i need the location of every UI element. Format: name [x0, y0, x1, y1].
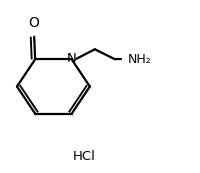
Text: O: O — [29, 16, 40, 30]
Text: NH₂: NH₂ — [128, 53, 152, 66]
Text: N: N — [67, 52, 77, 65]
Text: HCl: HCl — [72, 150, 95, 163]
